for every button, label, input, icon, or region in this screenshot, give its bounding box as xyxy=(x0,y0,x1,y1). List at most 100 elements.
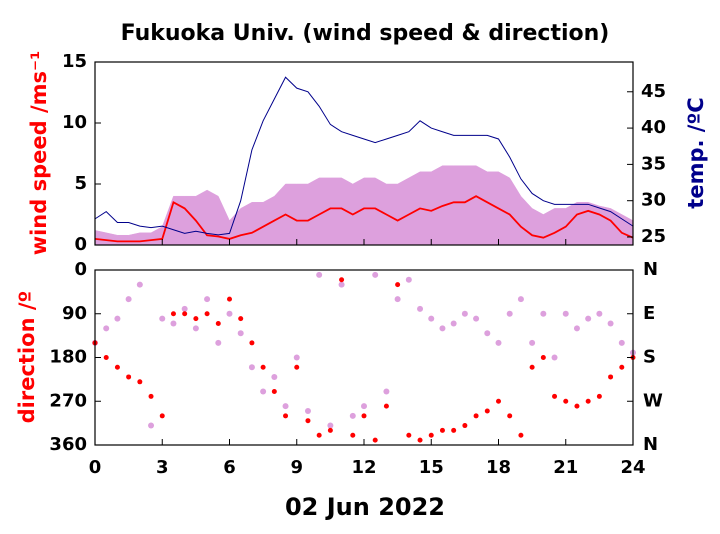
point xyxy=(529,339,536,346)
y-tick-label: 0 xyxy=(74,259,87,280)
point xyxy=(462,423,468,429)
point xyxy=(103,325,110,332)
point xyxy=(383,388,390,395)
point xyxy=(619,364,625,370)
point xyxy=(126,374,132,380)
point xyxy=(562,310,569,317)
y-tick-label: 5 xyxy=(74,173,87,194)
y-tick-label: 270 xyxy=(49,390,87,411)
area xyxy=(94,165,634,246)
y2-tick-label: 30 xyxy=(641,190,666,211)
y2-tick-label: E xyxy=(643,303,655,324)
point xyxy=(148,422,155,429)
y-tick-label: 15 xyxy=(62,51,87,72)
point xyxy=(540,355,546,360)
point xyxy=(529,364,535,370)
x-tick-label: 0 xyxy=(89,457,102,478)
point xyxy=(417,437,423,443)
point xyxy=(204,296,211,303)
point xyxy=(192,325,199,332)
chart-title: Fukuoka Univ. (wind speed & direction) xyxy=(121,21,610,46)
point xyxy=(372,271,379,278)
point xyxy=(204,311,210,317)
point xyxy=(182,311,188,317)
x-tick-label: 15 xyxy=(419,457,444,478)
point xyxy=(361,413,367,419)
point xyxy=(608,374,614,380)
point xyxy=(585,398,591,404)
point xyxy=(350,432,356,438)
x-tick-label: 18 xyxy=(486,457,511,478)
point xyxy=(540,310,547,317)
point xyxy=(394,296,401,303)
point xyxy=(249,340,255,346)
point xyxy=(215,339,222,346)
point xyxy=(596,393,602,399)
point xyxy=(428,315,435,322)
point xyxy=(282,403,289,410)
y-axis-label: direction /º xyxy=(15,291,39,424)
y-axis-label: wind speed /ms⁻¹ xyxy=(27,51,51,256)
point xyxy=(439,325,446,332)
point xyxy=(248,364,255,371)
point xyxy=(137,379,143,385)
point xyxy=(417,305,424,312)
point xyxy=(293,354,300,361)
plot-frame xyxy=(94,269,634,446)
point xyxy=(260,364,266,370)
point xyxy=(181,305,188,312)
point xyxy=(496,398,501,404)
point xyxy=(563,398,569,404)
point xyxy=(451,427,457,433)
x-tick-label: 6 xyxy=(223,457,236,478)
point xyxy=(316,432,322,438)
point xyxy=(125,296,132,303)
point xyxy=(607,320,614,327)
point xyxy=(237,330,244,337)
x-tick-label: 24 xyxy=(620,457,645,478)
point xyxy=(304,407,311,414)
line xyxy=(94,76,634,236)
x-tick-label: 21 xyxy=(553,457,578,478)
point xyxy=(573,325,580,332)
point xyxy=(518,432,524,438)
point xyxy=(473,413,479,419)
y2-axis-label: temp. /ºC xyxy=(684,97,708,208)
y2-tick-label: 40 xyxy=(641,117,666,138)
point xyxy=(552,393,558,399)
point xyxy=(618,339,625,346)
y-tick-label: 0 xyxy=(74,234,87,255)
x-tick-label: 3 xyxy=(156,457,169,478)
point xyxy=(473,315,480,322)
point xyxy=(238,316,244,322)
x-axis-label: 02 Jun 2022 xyxy=(285,493,445,521)
point xyxy=(305,418,311,424)
y2-tick-label: 45 xyxy=(641,81,666,102)
point xyxy=(159,315,166,322)
y2-tick-label: N xyxy=(643,259,658,280)
x-tick-label: 9 xyxy=(290,457,303,478)
point xyxy=(327,427,333,433)
point xyxy=(338,281,345,288)
point xyxy=(461,310,468,317)
plot-frame xyxy=(94,61,634,246)
point xyxy=(507,413,513,419)
y2-tick-label: 35 xyxy=(641,153,666,174)
point xyxy=(114,315,121,322)
y2-tick-label: W xyxy=(643,390,663,411)
point xyxy=(495,339,502,346)
point xyxy=(226,310,233,317)
y-tick-label: 180 xyxy=(49,347,87,368)
y2-tick-label: N xyxy=(643,434,658,455)
x-tick-label: 12 xyxy=(351,457,376,478)
point xyxy=(395,282,401,288)
y-tick-label: 90 xyxy=(62,303,87,324)
point xyxy=(517,296,524,303)
point xyxy=(283,413,289,419)
point xyxy=(227,296,232,302)
point xyxy=(428,432,434,438)
point xyxy=(294,364,300,370)
point xyxy=(327,422,334,429)
point xyxy=(316,271,323,278)
